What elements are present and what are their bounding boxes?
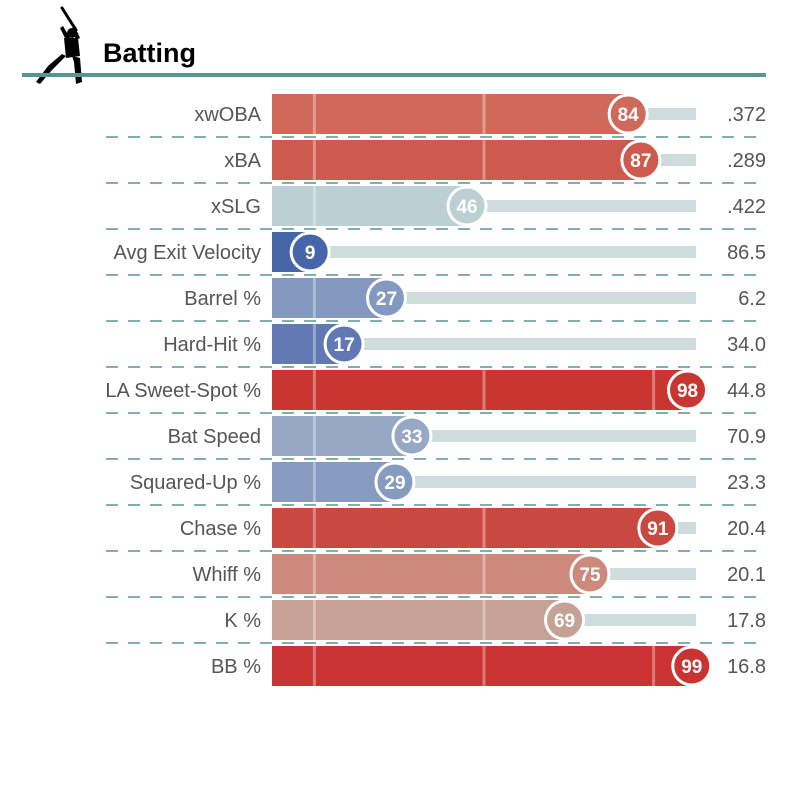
metric-row: 29 Squared-Up % 23.3 <box>106 461 766 506</box>
percentile-bubble <box>365 277 407 319</box>
percentile-track <box>411 430 696 442</box>
percentile-value: 98 <box>677 381 698 402</box>
metric-row: 75 Whiff % 20.1 <box>106 553 766 598</box>
percentile-value: 84 <box>618 105 640 126</box>
percentile-bubble <box>620 139 662 181</box>
metric-row: 98 LA Sweet-Spot % 44.8 <box>105 369 766 414</box>
metric-label: BB % <box>211 656 261 678</box>
percentile-track <box>310 246 696 258</box>
percentile-bubble <box>544 599 586 641</box>
percentile-value: 69 <box>554 611 575 632</box>
batter-silhouette-icon <box>36 6 82 84</box>
metric-row: 27 Barrel % 6.2 <box>106 277 766 322</box>
metric-label: Bat Speed <box>168 426 261 448</box>
metric-label: Whiff % <box>192 564 261 586</box>
percentile-bar <box>272 370 688 410</box>
metric-row: 84 xwOBA .372 <box>106 93 766 138</box>
metric-label: Barrel % <box>184 288 261 310</box>
metric-label: Squared-Up % <box>130 472 261 494</box>
metric-row: 9 Avg Exit Velocity 86.5 <box>106 231 766 276</box>
percentile-bubble <box>667 369 709 411</box>
percentile-bubble <box>374 461 416 503</box>
percentile-value: 91 <box>647 519 669 540</box>
percentile-value: 87 <box>630 151 651 172</box>
stat-value: 17.8 <box>727 610 766 632</box>
stat-value: 34.0 <box>727 334 766 356</box>
percentile-bar <box>272 186 468 226</box>
percentile-value: 75 <box>579 565 601 586</box>
percentile-value: 29 <box>384 473 405 494</box>
metric-label: xBA <box>224 150 261 172</box>
stat-value: 70.9 <box>727 426 766 448</box>
stat-value: 6.2 <box>738 288 766 310</box>
metric-label: xSLG <box>211 196 261 218</box>
percentile-track <box>394 476 696 488</box>
stat-value: 20.4 <box>727 518 766 540</box>
percentile-bar <box>272 554 590 594</box>
metric-label: LA Sweet-Spot % <box>105 380 261 402</box>
stat-value: 23.3 <box>727 472 766 494</box>
percentile-track <box>467 200 696 212</box>
metric-row: 46 xSLG .422 <box>106 185 766 230</box>
percentile-track <box>386 292 696 304</box>
percentile-value: 33 <box>401 427 422 448</box>
chart-rows: 84 xwOBA .372 87 xBA .289 46 xSLG .422 9 Avg Exit … <box>105 93 766 687</box>
percentile-bubble <box>637 507 679 549</box>
percentile-bar <box>272 416 412 456</box>
percentile-bar <box>272 508 658 548</box>
percentile-value: 46 <box>456 197 477 218</box>
metric-label: Avg Exit Velocity <box>114 242 261 264</box>
stat-value: 86.5 <box>727 242 766 264</box>
percentile-bar <box>272 94 629 134</box>
stat-value: .289 <box>727 150 766 172</box>
percentile-bar <box>272 600 565 640</box>
metric-row: 91 Chase % 20.4 <box>106 507 766 552</box>
metric-label: K % <box>224 610 261 632</box>
metric-label: Chase % <box>180 518 261 540</box>
percentile-bar <box>272 140 641 180</box>
percentile-track <box>564 614 696 626</box>
stat-value: 44.8 <box>727 380 766 402</box>
stat-value: 20.1 <box>727 564 766 586</box>
header-rule <box>22 73 766 77</box>
stat-value: .422 <box>727 196 766 218</box>
metric-label: xwOBA <box>194 104 261 126</box>
percentile-bubble <box>671 645 713 687</box>
percentile-bubble <box>289 231 331 273</box>
chart-title: Batting <box>103 38 196 68</box>
metric-row: 17 Hard-Hit % 34.0 <box>106 323 766 368</box>
metric-row: 69 K % 17.8 <box>106 599 766 644</box>
percentile-track <box>590 568 696 580</box>
percentile-bubble <box>607 93 649 135</box>
metric-row: 99 BB % 16.8 <box>211 645 766 687</box>
percentile-bubble <box>446 185 488 227</box>
percentile-value: 27 <box>376 289 397 310</box>
percentile-bubble <box>323 323 365 365</box>
percentile-value: 99 <box>681 657 702 678</box>
percentile-bubble <box>569 553 611 595</box>
percentile-value: 9 <box>305 243 316 264</box>
metric-label: Hard-Hit % <box>163 334 261 356</box>
percentile-bubble <box>391 415 433 457</box>
percentile-track <box>344 338 696 350</box>
metric-row: 33 Bat Speed 70.9 <box>106 415 766 460</box>
stat-value: 16.8 <box>727 656 766 678</box>
percentile-bar <box>272 646 692 686</box>
percentile-value: 17 <box>334 335 355 356</box>
metric-row: 87 xBA .289 <box>106 139 766 184</box>
stat-value: .372 <box>727 104 766 126</box>
